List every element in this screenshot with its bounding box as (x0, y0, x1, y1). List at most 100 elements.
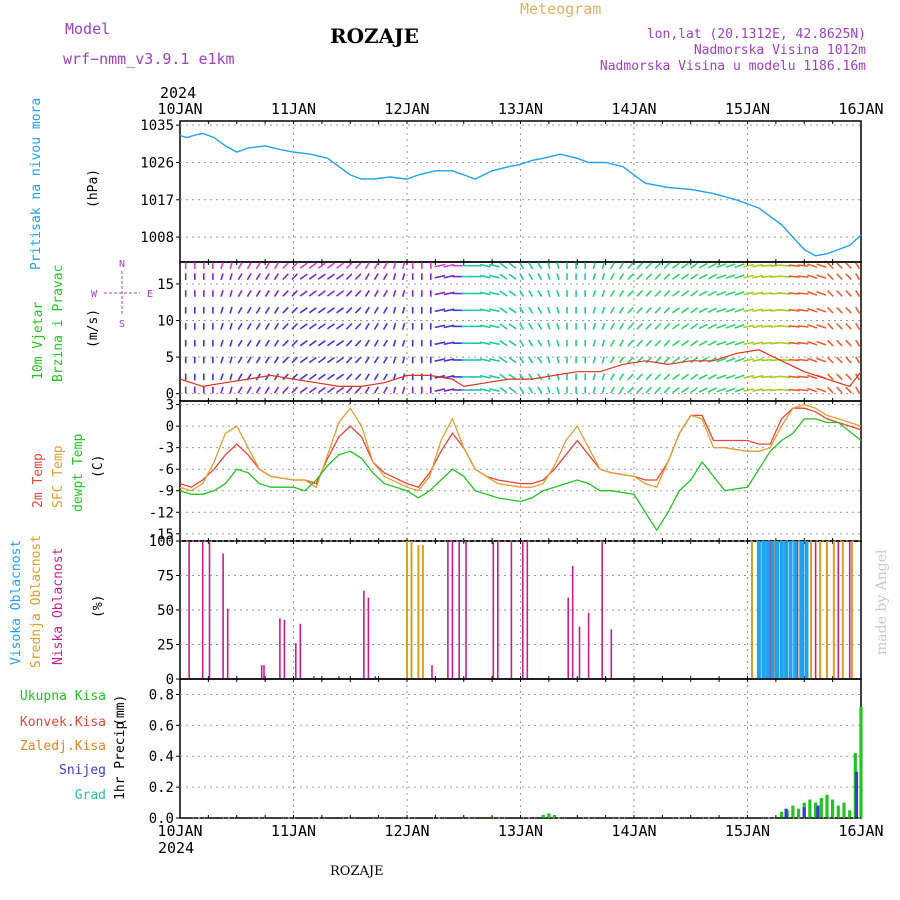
wind-barb (434, 388, 446, 392)
wind-barb (734, 357, 745, 363)
wind-barb (845, 373, 852, 381)
wind-barb (725, 274, 736, 280)
wind-barb (707, 273, 717, 280)
wind-barb (788, 264, 800, 267)
high-cloud-bar (779, 541, 784, 679)
wind-barb (618, 322, 625, 330)
wind-barb (373, 306, 379, 314)
wind-barb (528, 273, 534, 281)
y-tick-label: 0.0 (149, 811, 174, 827)
wind-barb (345, 386, 353, 394)
wind-barb (273, 289, 280, 298)
wind-barb (788, 325, 800, 328)
sfc-temp-line (179, 403, 862, 492)
wind-barb (519, 306, 525, 314)
wind-barb (663, 262, 671, 270)
wind-barb (836, 322, 843, 330)
wind-barb (382, 262, 388, 270)
high-cloud-bar (788, 541, 793, 679)
wind-barb (508, 262, 517, 269)
wind-barb (373, 356, 379, 364)
precip-legend-snow: Snijeg (59, 763, 106, 778)
wind-barb (672, 386, 680, 394)
wind-barb (855, 289, 861, 298)
wind-barb (326, 290, 335, 297)
wind-barb (681, 386, 690, 394)
wind-barb (336, 290, 345, 297)
wind-barb (855, 356, 861, 364)
wind-barb (479, 374, 491, 379)
panel-frame (179, 261, 862, 402)
wind-barb (556, 322, 560, 330)
wind-barb (698, 323, 708, 330)
x-tick-label-top: 11JAN (271, 100, 316, 118)
wind-barb (291, 322, 298, 330)
wind-barb (537, 273, 543, 281)
wind-barb (317, 323, 326, 330)
wind-barb (698, 262, 708, 269)
wind-barb (752, 291, 764, 296)
wind-barb (508, 386, 517, 394)
wind-barb (326, 356, 335, 364)
wind-barb (291, 262, 298, 270)
wind-barb (681, 340, 690, 347)
wind-barb (788, 308, 800, 312)
y-tick-label: -15 (149, 527, 174, 543)
wind-barb (645, 339, 653, 347)
wind-barb (627, 356, 634, 364)
wind-barb (528, 386, 534, 394)
wind-barb (645, 306, 653, 314)
wind-barb (779, 292, 791, 295)
low-cloud-bar (522, 541, 524, 679)
dewpoint-line (179, 418, 862, 532)
y-tick-label: -6 (157, 462, 174, 478)
wind-barb (636, 339, 643, 347)
wind-barb (401, 262, 406, 270)
precip-legend-total: Ukupna Kisa (20, 689, 106, 704)
snow-bar (854, 771, 859, 818)
wind-barb (382, 289, 388, 298)
wind-barb (237, 289, 243, 298)
wind-barb (326, 323, 335, 330)
pressure-ylabel: Pritisak na nivou mora (29, 98, 44, 270)
wind-barb (499, 340, 508, 347)
wind-barb (220, 339, 224, 347)
wind-barb (489, 274, 500, 279)
wind-barb (237, 262, 243, 270)
wind-barb (761, 388, 773, 392)
wind-barb (537, 373, 543, 381)
wind-barb (690, 340, 699, 347)
wind-barb (299, 386, 308, 394)
wind-barb (663, 322, 671, 330)
wind-barb (364, 339, 370, 347)
wind-barb (434, 291, 446, 296)
wind-barb (816, 274, 827, 280)
y-tick-label: 1035 (140, 118, 174, 134)
wind-barb (519, 289, 525, 298)
wind-barb (373, 262, 379, 270)
temp-legend-dewpt: dewpt Temp (71, 434, 86, 512)
pressure-line (179, 132, 862, 257)
wind-barb (326, 386, 335, 394)
wind-barb (489, 374, 500, 379)
wind-barb (663, 273, 671, 281)
wind-barb (707, 290, 717, 297)
wind-barb (237, 306, 243, 314)
mid-cloud-bar (810, 541, 813, 679)
wind-barb (845, 290, 852, 297)
wind-barb (519, 273, 525, 281)
wind-barb (827, 262, 834, 270)
wind-barb (373, 289, 379, 298)
wind-barb (725, 291, 736, 296)
wind-barb (308, 340, 317, 347)
bottom-year-label: 2024 (158, 839, 194, 857)
wind-barb (336, 273, 345, 280)
wind-barb (618, 289, 625, 298)
wind-barb (618, 262, 625, 270)
wind-barb (855, 339, 861, 347)
wind-barb (382, 373, 388, 381)
wind-barb (434, 341, 446, 346)
wind-barb (779, 341, 791, 345)
wind-barb (299, 307, 308, 314)
